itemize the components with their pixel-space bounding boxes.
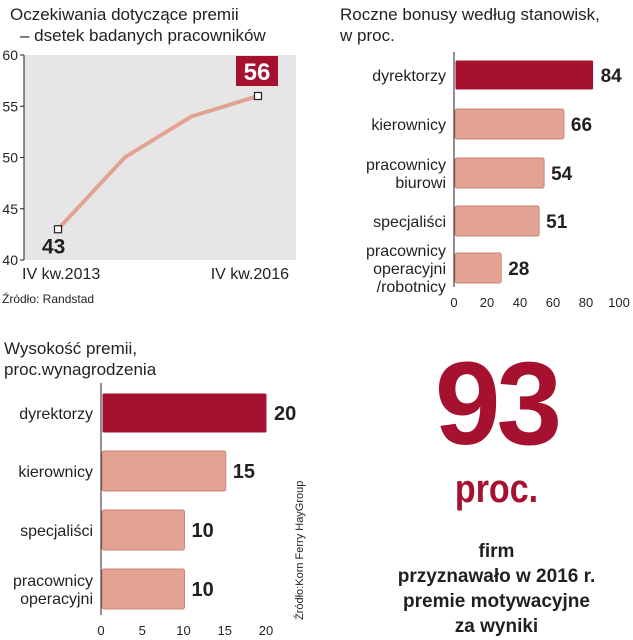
bar-value-label: 10: [192, 579, 214, 601]
bar-2: [101, 509, 185, 551]
y-tick-label: 55: [2, 98, 18, 114]
bar-0: [101, 392, 268, 434]
bonus-chart: 84dyrektorzy66kierownicy54pracownicybiur…: [366, 52, 630, 310]
line-chart-title-line-1: Oczekiwania dotyczące premii: [10, 5, 239, 24]
category-label: pracownicy: [366, 243, 446, 260]
y-tick-label: 50: [2, 150, 18, 166]
bonus-chart-title-line-2: w proc.: [340, 26, 395, 45]
bar-1: [454, 108, 565, 140]
x-tick-label: 20: [480, 295, 494, 310]
bar-value-label: 28: [508, 259, 529, 280]
highlight-text-line-3: premie motywacyjne: [403, 591, 590, 612]
x-tick-label: 15: [218, 623, 232, 638]
highlight-text-line-2: przyznawało w 2016 r.: [397, 566, 596, 587]
y-tick-label: 45: [2, 201, 18, 217]
bar-value-label: 20: [274, 403, 296, 425]
highlight-block: 93 proc. firm przyznawało w 2016 r. prem…: [360, 345, 633, 639]
category-label: dyrektorzy: [19, 406, 93, 423]
category-label: /robotnicy: [377, 279, 446, 296]
x-tick-label: 10: [176, 623, 190, 638]
bonus-chart-title: Roczne bonusy według stanowisk, w proc.: [340, 4, 630, 46]
x-tick-label: 80: [579, 295, 593, 310]
y-tick-label: 40: [2, 252, 18, 268]
premium-chart: 20 dyrektorzy 15 kierownicy 10 specjaliści 10 p…: [13, 383, 306, 638]
x-tick-label: 40: [513, 295, 527, 310]
x-tick-label: 20: [259, 623, 273, 638]
bar-2: [454, 157, 545, 189]
bar-1: [101, 450, 227, 492]
bar-value-label: 54: [551, 164, 573, 185]
category-label: pracownicy: [366, 157, 446, 174]
category-label: specjaliści: [373, 214, 446, 231]
line-chart-source: Źródło: Randstad: [2, 292, 95, 306]
y-tick-label: 60: [2, 47, 18, 63]
bar-3: [454, 205, 540, 237]
category-label: dyrektorzy: [372, 68, 446, 85]
category-label: pracownicy: [13, 573, 93, 590]
highlight-text-line-1: firm: [478, 541, 515, 562]
x-tick-label: 0: [97, 623, 104, 638]
premium-chart-title: Wysokość premii, proc.wynagrodzenia: [4, 338, 264, 380]
x-tick-label-end: IV kw.2016: [211, 266, 289, 283]
highlight-number: 93: [434, 338, 562, 470]
category-label: specjaliści: [20, 523, 93, 540]
highlight-text: firm przyznawało w 2016 r. premie motywa…: [360, 539, 633, 639]
start-value-label: 43: [42, 235, 65, 258]
line-chart-title-line-2: – dsetek badanych pracowników: [20, 26, 266, 45]
line-chart: 40 45 50 55 60 43 56 IV kw.2013 IV kw.2016: [2, 47, 296, 283]
bar-value-label: 10: [192, 520, 214, 542]
category-label: kierownicy: [371, 117, 446, 134]
x-tick-label-start: IV kw.2013: [22, 266, 100, 283]
end-value-label: 56: [244, 59, 271, 86]
premium-chart-title-line-2: proc.wynagrodzenia: [4, 360, 157, 379]
category-label: operacyjni: [373, 261, 446, 278]
plot-area: [24, 55, 296, 260]
bar-value-label: 84: [601, 66, 623, 87]
bar-value-label: 51: [546, 212, 568, 233]
highlight-unit: proc.: [454, 467, 539, 511]
highlight-text-line-4: za wyniki: [454, 616, 539, 637]
x-tick-label: 0: [450, 295, 457, 310]
bar-0: [454, 59, 595, 91]
premium-chart-source: Źródło:Korn Ferry HayGroup: [293, 481, 306, 620]
bar-4: [454, 252, 502, 284]
category-label: kierownicy: [18, 464, 93, 481]
bar-3: [101, 568, 185, 610]
x-tick-label: 5: [139, 623, 146, 638]
x-tick-label: 60: [546, 295, 560, 310]
premium-chart-title-line-1: Wysokość premii,: [4, 339, 138, 358]
bar-value-label: 15: [233, 461, 255, 483]
category-label: biurowi: [395, 175, 446, 192]
data-point-marker: [253, 91, 263, 101]
category-label: operacyjni: [20, 591, 93, 608]
x-tick-label: 100: [608, 295, 630, 310]
bar-value-label: 66: [571, 115, 592, 136]
end-value-box: [236, 56, 278, 86]
bonus-chart-title-line-1: Roczne bonusy według stanowisk,: [340, 5, 600, 24]
data-line: [56, 94, 259, 231]
line-chart-title: Oczekiwania dotyczące premii – dsetek ba…: [10, 4, 310, 46]
data-point-marker: [53, 225, 63, 234]
